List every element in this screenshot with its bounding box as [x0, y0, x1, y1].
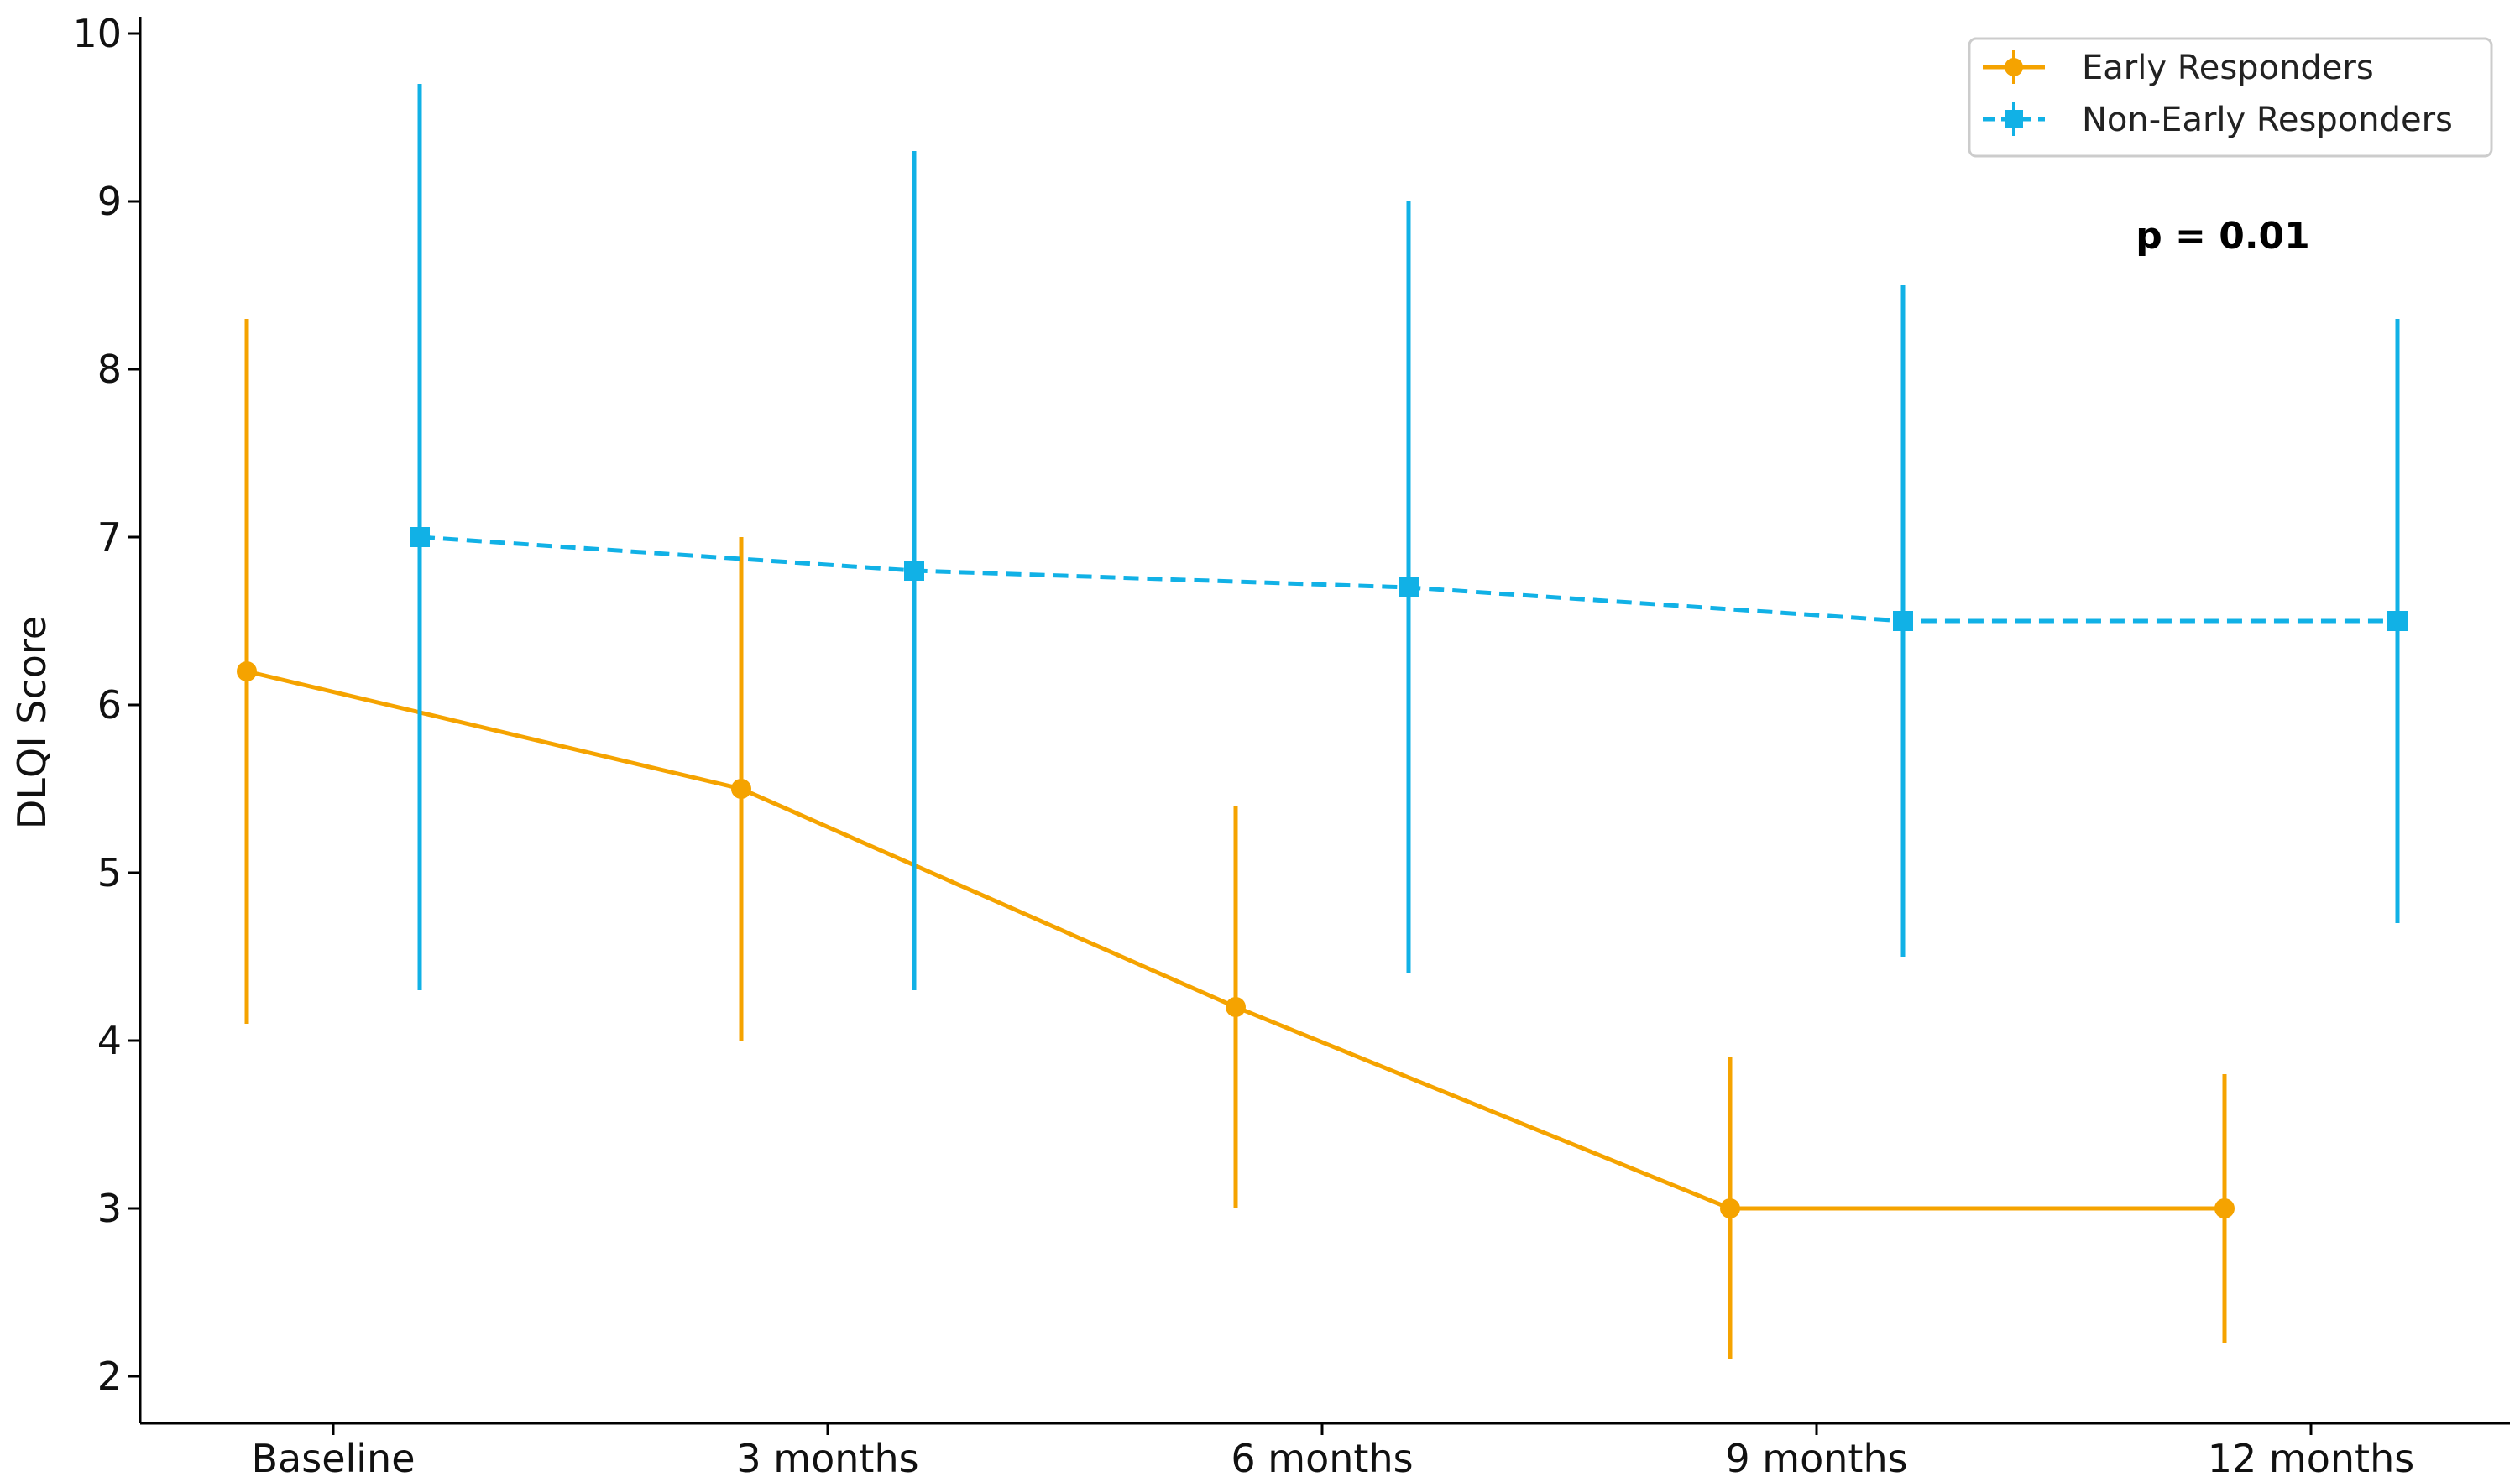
x-tick-label: 9 months	[1725, 1436, 1907, 1481]
data-point-marker	[1399, 577, 1419, 597]
legend-marker	[2005, 58, 2023, 76]
legend-marker	[2005, 110, 2023, 128]
legend-item: Early Responders	[1983, 49, 2374, 87]
y-tick-label: 6	[97, 682, 122, 728]
x-tick-label: 12 months	[2208, 1436, 2414, 1481]
data-point-marker	[1226, 997, 1246, 1017]
axes: 2 3 4 5 6 7 8 9 10 Baseline 3 months 6 months 9 mont…	[72, 11, 2510, 1481]
y-tick-label: 7	[97, 514, 122, 560]
y-tick-label: 5	[97, 850, 122, 895]
legend-label: Early Responders	[2082, 49, 2374, 87]
legend: Early Responders Non-Early Responders	[1968, 37, 2493, 158]
y-tick-label: 8	[97, 347, 122, 392]
data-point-marker	[410, 527, 430, 547]
x-tick-label: 6 months	[1231, 1436, 1413, 1481]
series-non-early-responders	[410, 84, 2408, 990]
y-axis-title: DLQI Score	[9, 616, 55, 829]
series-early-responders	[237, 319, 2235, 1359]
data-point-marker	[237, 661, 257, 681]
data-point-marker	[2214, 1198, 2235, 1218]
p-value-annotation: p = 0.01	[2136, 215, 2310, 258]
legend-label: Non-Early Responders	[2082, 101, 2453, 139]
x-tick-label: 3 months	[736, 1436, 918, 1481]
y-tick-label: 3	[97, 1186, 122, 1231]
y-tick-label: 2	[97, 1354, 122, 1399]
x-tick-label: Baseline	[251, 1436, 415, 1481]
data-point-marker	[1893, 611, 1913, 631]
data-point-marker	[2387, 611, 2408, 631]
y-tick-label: 4	[97, 1018, 122, 1063]
legend-box	[1968, 37, 2493, 158]
y-tick-label: 10	[72, 11, 122, 56]
data-point-marker	[1720, 1198, 1740, 1218]
y-tick-label: 9	[97, 179, 122, 224]
legend-item: Non-Early Responders	[1983, 101, 2453, 139]
series-layer	[237, 84, 2408, 1359]
data-point-marker	[904, 561, 924, 581]
data-point-marker	[731, 779, 751, 799]
